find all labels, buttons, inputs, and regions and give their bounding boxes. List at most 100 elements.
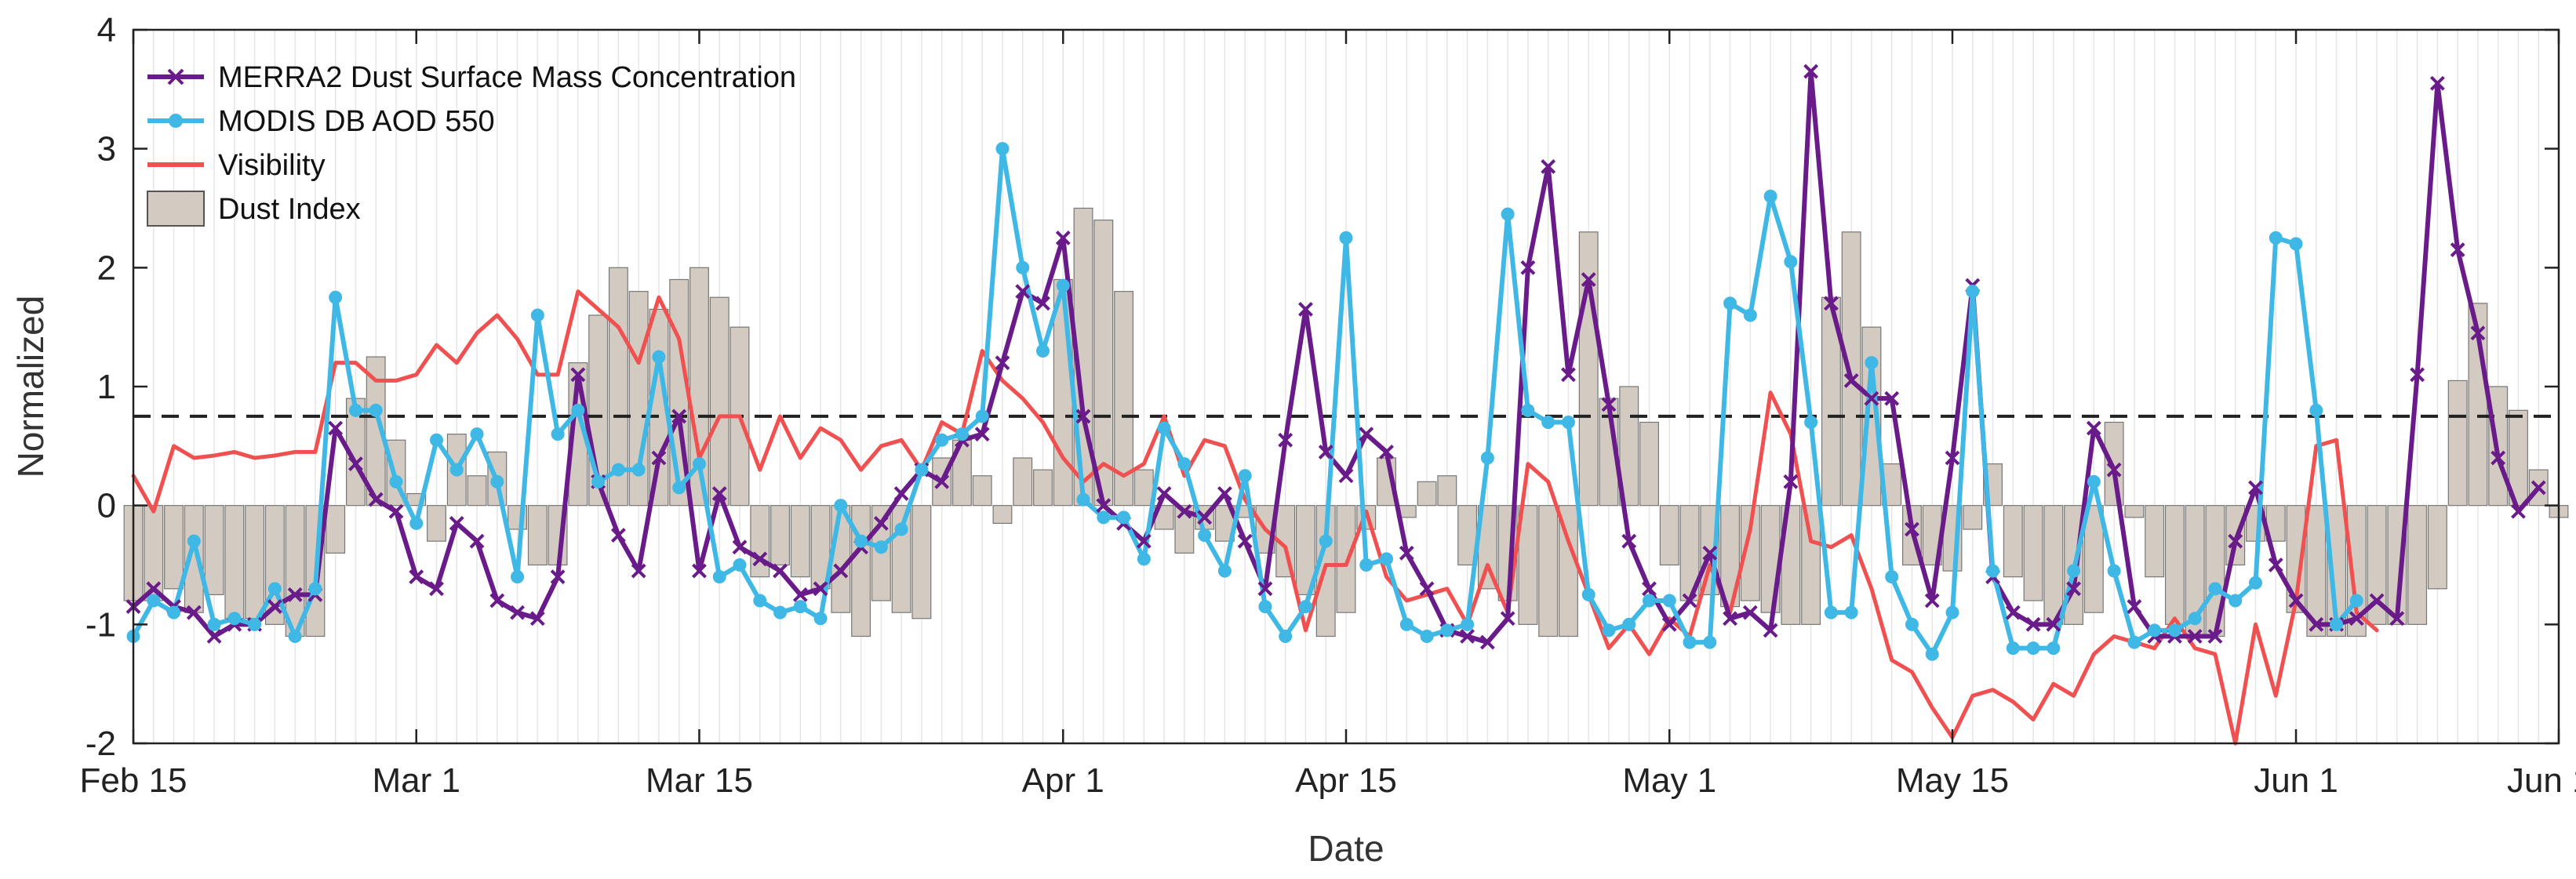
merra2-point	[1723, 611, 1737, 627]
dust-index-bar	[366, 356, 386, 507]
modis-point	[975, 409, 989, 423]
merra2-point	[1561, 367, 1576, 383]
modis-point	[1380, 552, 1394, 566]
modis-point	[1743, 308, 1757, 322]
legend-label: Visibility	[218, 149, 326, 182]
merra2-point	[1015, 284, 1031, 300]
modis-point	[1763, 189, 1777, 203]
modis-point	[1036, 344, 1050, 358]
merra2-point	[692, 563, 707, 579]
merra2-point	[2127, 599, 2142, 614]
merra2-point	[1581, 272, 1596, 287]
modis-point	[2006, 641, 2020, 656]
merra2-point	[2531, 480, 2546, 496]
dust-index-bar	[2407, 505, 2428, 625]
dust-index-bar	[2023, 505, 2043, 601]
merra2-point	[1278, 432, 1293, 448]
modis-point	[995, 142, 1010, 156]
merra2-point	[1843, 373, 1859, 388]
modis-point	[167, 605, 181, 619]
merra2-point	[2288, 593, 2304, 608]
dust-index-bar	[1033, 469, 1053, 507]
merra2-point	[2025, 616, 2041, 632]
x-tick-label: Apr 15	[1295, 761, 1397, 800]
dust-index-bar	[1578, 231, 1599, 507]
modis-point	[1581, 587, 1595, 601]
merra2-point	[2228, 533, 2243, 549]
merra2-point	[2369, 593, 2385, 608]
dust-index-bar	[204, 505, 224, 596]
modis-point	[2087, 474, 2101, 489]
visibility-line	[131, 289, 2379, 746]
merra2-point	[409, 569, 424, 585]
modis-point	[1602, 623, 1616, 637]
modis-point	[389, 474, 403, 489]
modis-point	[631, 463, 646, 477]
modis-point	[1824, 605, 1838, 619]
modis-point	[955, 427, 969, 441]
modis-point	[2026, 641, 2040, 656]
dust-index-bar	[1013, 457, 1033, 507]
modis-point	[1865, 356, 1879, 370]
merra2-point	[1237, 533, 1253, 549]
dust-index-bar	[992, 505, 1013, 525]
dust-index-bar	[1114, 291, 1134, 507]
dust-index-bar	[1296, 505, 1315, 596]
dust-index-bar	[467, 475, 487, 507]
y-tick-label: 2	[97, 249, 116, 287]
merra2-point	[206, 629, 222, 644]
dust-index-bar	[2327, 505, 2347, 637]
modis-point	[712, 570, 726, 584]
y-tick-label: -1	[86, 605, 116, 644]
modis-point	[288, 630, 302, 643]
dust-index-bar	[164, 505, 184, 590]
modis-point	[1137, 552, 1151, 566]
modis-point	[1217, 564, 1232, 578]
modis-point	[1198, 528, 1212, 543]
modis-point	[874, 540, 888, 554]
dust-index-bar	[2286, 505, 2306, 613]
merra2-point	[1621, 533, 1637, 549]
modis-point	[1784, 255, 1798, 269]
modis-point	[1238, 469, 1252, 483]
merra2-point	[671, 409, 687, 424]
merra2-point	[1156, 486, 1172, 501]
merra2-point	[510, 605, 525, 620]
merra2-point	[1338, 468, 1354, 484]
merra2-point	[2410, 367, 2425, 383]
modis-point	[2167, 623, 2181, 637]
dust-index-bar	[2104, 421, 2124, 507]
merra2-point	[1823, 296, 1839, 311]
merra2-point	[752, 551, 768, 567]
modis-point	[652, 350, 666, 364]
modis-point	[490, 474, 504, 489]
modis-point	[834, 499, 848, 513]
modis-point	[187, 534, 201, 548]
modis-point	[1480, 451, 1494, 465]
merra2-point	[328, 420, 344, 436]
merra2-point	[2349, 611, 2364, 627]
dust-index-bar	[1417, 481, 1437, 507]
modis-point	[267, 582, 282, 596]
merra2-point	[1541, 159, 1556, 174]
modis-point	[591, 474, 606, 489]
merra2-point	[1642, 581, 1657, 597]
modis-point	[733, 558, 747, 572]
modis-point	[1541, 416, 1555, 429]
merra2-point	[2268, 558, 2283, 572]
merra2-point	[1783, 474, 1799, 489]
modis-point	[1703, 635, 1717, 649]
merra2-point	[873, 516, 889, 531]
modis-point	[1622, 617, 1636, 631]
legend-label: MODIS DB AOD 550	[218, 105, 495, 138]
merra2-point	[529, 611, 545, 627]
x-axis: Feb 15 Mar 1 Mar 15 Apr 1 Apr 15 May 1 May 15 J…	[80, 30, 2576, 800]
merra2-point	[934, 474, 950, 489]
dust-index-bar	[1841, 231, 1861, 507]
merra2-point	[2187, 629, 2203, 644]
modis-point	[470, 427, 484, 441]
y-tick-label: -2	[86, 725, 116, 763]
merra2-point	[267, 599, 282, 614]
merra2-point	[1763, 623, 1778, 638]
